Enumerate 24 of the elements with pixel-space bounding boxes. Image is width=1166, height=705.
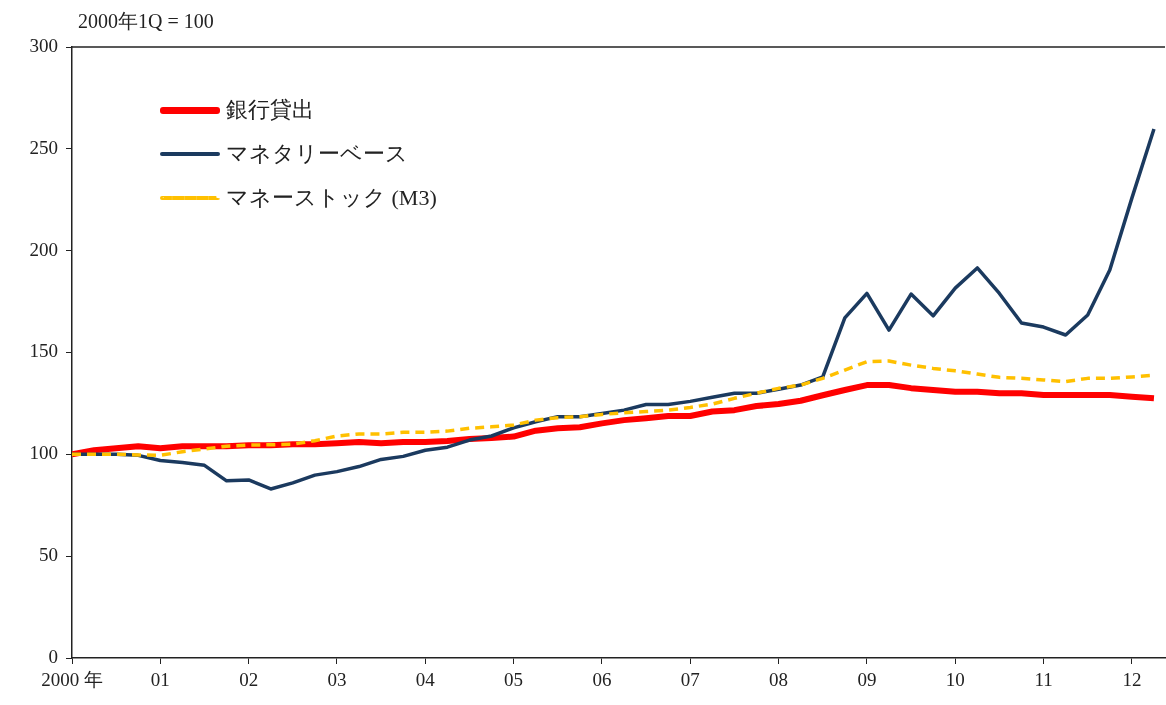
y-axis-title: 2000年1Q = 100 [78, 9, 214, 34]
x-tick-label: 06 [592, 669, 612, 691]
x-tick-label: 05 [504, 669, 524, 691]
y-tick-label: 0 [48, 645, 58, 667]
x-tick-label: 08 [769, 669, 789, 691]
legend-label: 銀行貸出 [226, 96, 314, 124]
legend-label: マネタリーベース [226, 140, 408, 168]
y-tick-label: 100 [29, 442, 58, 464]
x-tick-label: 09 [857, 669, 877, 691]
y-tick-label: 50 [39, 544, 58, 566]
x-tick-label: 10 [945, 669, 965, 691]
x-tick-label: 04 [415, 669, 436, 691]
x-tick-label: 11 [1034, 669, 1053, 691]
x-tick-label: 01 [150, 669, 170, 691]
y-tick-label: 250 [29, 136, 58, 158]
y-tick-label: 150 [29, 340, 58, 362]
x-tick-label: 07 [680, 669, 700, 691]
y-tick-label: 200 [29, 238, 58, 260]
legend-label: マネーストック (M3) [226, 184, 437, 212]
x-tick-label: 2000 年 [41, 669, 103, 691]
x-tick-label: 12 [1122, 669, 1142, 691]
x-tick-label: 02 [239, 669, 259, 691]
y-tick-label: 300 [29, 34, 58, 56]
x-tick-label: 03 [327, 669, 347, 691]
